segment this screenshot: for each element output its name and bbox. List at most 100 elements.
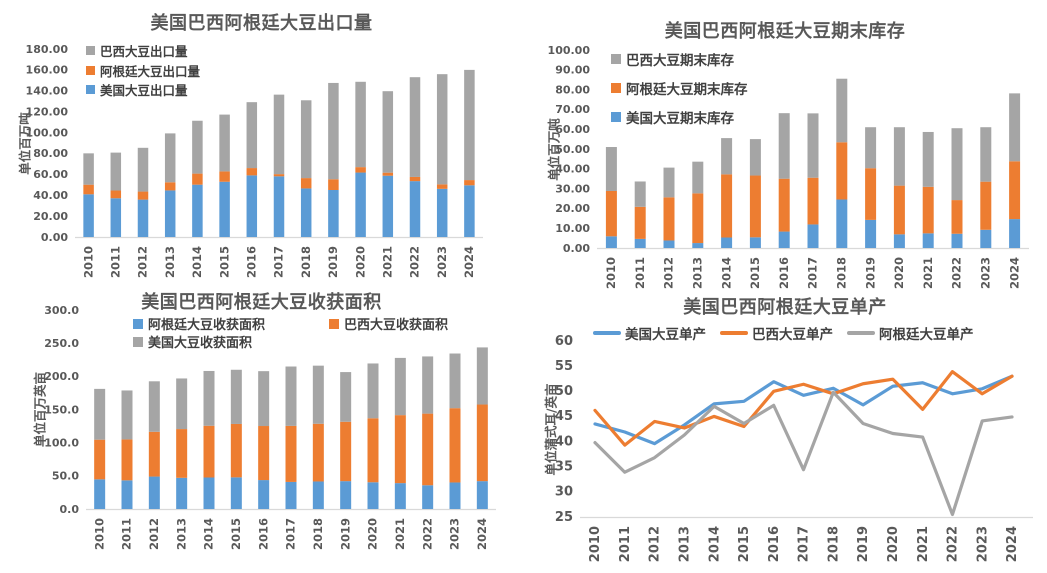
bar-segment-gray	[893, 127, 905, 186]
bar-segment-blue	[865, 219, 877, 248]
bar-segment-gray	[778, 113, 790, 179]
bar-segment-blue	[778, 231, 790, 248]
legend-label: 巴西大豆出口量	[100, 44, 188, 60]
legend-item: 巴西大豆期末库存	[611, 50, 748, 69]
bar-segment-blue	[692, 243, 704, 248]
x-tick-label: 2017	[797, 526, 812, 562]
bar-segment-orange	[922, 186, 934, 234]
x-tick-label: 2017	[272, 246, 286, 278]
bar-segment-gray	[980, 127, 992, 182]
line-series-orange	[593, 370, 1014, 447]
bar-segment-orange	[951, 200, 963, 234]
x-tick-label: 2024	[462, 246, 476, 278]
bar-segment-orange	[436, 184, 448, 189]
legend: 美国大豆单产 巴西大豆单产 阿根廷大豆单产	[593, 324, 974, 343]
bar-segment-blue	[192, 184, 203, 237]
y-tick-label: 30.00	[555, 182, 590, 195]
x-tick-label: 2019	[856, 526, 871, 562]
bar-segment-orange	[449, 408, 461, 483]
bar-segment-orange	[110, 190, 122, 199]
bar-segment-gray	[164, 133, 176, 183]
bar-segment-blue	[340, 481, 352, 509]
bar-segment-gray	[203, 370, 215, 426]
y-tick-label: 160.00	[26, 64, 69, 77]
x-tick-label: 2012	[136, 246, 150, 278]
bar-segment-orange	[865, 168, 877, 220]
chart-title: 美国巴西阿根廷大豆出口量	[150, 13, 373, 34]
y-tick-label: 80.00	[555, 83, 590, 96]
x-tick-label: 2021	[921, 257, 935, 289]
y-tick-label: 25	[555, 510, 573, 525]
bar-segment-blue	[836, 199, 848, 248]
legend-label: 阿根廷大豆期末库存	[626, 82, 748, 98]
x-tick-label: 2021	[380, 246, 394, 278]
bar-segment-blue	[436, 188, 448, 237]
bar-segment-gray	[110, 152, 122, 191]
y-tick-label: 20.00	[555, 202, 590, 215]
y-tick-label: 60.00	[33, 168, 68, 181]
x-tick-label: 2013	[163, 246, 177, 278]
bar-segment-gray	[382, 91, 394, 173]
bar-segment-blue	[980, 229, 992, 248]
bar-segment-orange	[893, 185, 905, 235]
x-tick-label: 2011	[618, 526, 633, 562]
bar-segment-gray	[422, 356, 434, 414]
bar-segment-orange	[192, 173, 203, 185]
bar-segment-gray	[246, 102, 258, 169]
y-tick-label: 300.0	[44, 304, 79, 317]
bar-segment-gray	[663, 167, 675, 198]
bar-segment-orange	[355, 167, 366, 173]
bar-segment-orange	[409, 176, 421, 182]
bar-segment-gray	[148, 381, 160, 432]
chart-title: 美国巴西阿根廷大豆期末库存	[664, 21, 906, 42]
bar-segment-blue	[312, 481, 324, 509]
bar-segment-gray	[605, 147, 617, 191]
bar-segment-blue	[951, 233, 963, 248]
x-tick-label: 2018	[834, 257, 848, 289]
y-tick-label: 40	[555, 434, 573, 449]
bar-segment-gray	[367, 363, 379, 419]
bar-segment-orange	[692, 193, 704, 244]
bar-segment-blue	[367, 482, 379, 509]
bar-segment-gray	[807, 113, 819, 178]
bar-segment-blue	[285, 481, 297, 509]
chart-title: 美国巴西阿根廷大豆单产	[683, 297, 887, 318]
x-tick-label: 2014	[190, 246, 204, 278]
x-tick-label: 2018	[826, 526, 841, 562]
x-tick-label: 2013	[678, 526, 693, 562]
x-tick-label: 2019	[326, 246, 340, 278]
bar-segment-orange	[382, 172, 394, 176]
gray-legend-marker-icon	[86, 46, 95, 56]
bar-segment-gray	[258, 371, 270, 427]
bar-segment-blue	[258, 480, 270, 509]
legend-label: 美国大豆期末库存	[626, 111, 734, 127]
blue-legend-marker-icon	[133, 318, 143, 329]
bar-segment-blue	[807, 224, 819, 248]
bar-segment-blue	[394, 483, 406, 509]
blue-legend-marker-icon	[86, 85, 95, 95]
line-series-blue	[593, 374, 1014, 446]
bar-segment-orange	[164, 182, 176, 191]
bar-segment-blue	[1009, 219, 1021, 248]
x-tick-label: 2024	[475, 518, 489, 550]
x-tick-label: 2023	[975, 526, 990, 562]
bar-segment-orange	[634, 206, 646, 239]
legend-item: 巴西大豆单产	[720, 324, 833, 343]
bar-segment-orange	[300, 178, 312, 189]
orange-legend-marker-icon	[329, 318, 339, 329]
legend: 阿根廷大豆收获面积 巴西大豆收获面积 美国大豆收获面积	[133, 315, 448, 351]
x-tick-label: 2023	[435, 246, 449, 278]
legend-item: 美国大豆单产	[593, 324, 706, 343]
export-volume-chart: 美国巴西阿根廷大豆出口量 单位百万吨 巴西大豆出口量 阿根廷大豆出口量 美国大豆出口…	[0, 0, 523, 286]
x-tick-label: 2020	[353, 246, 367, 278]
bar-segment-orange	[422, 413, 434, 486]
bar-segment-orange	[176, 429, 188, 478]
y-tick-label: 20.00	[33, 210, 68, 223]
bar-segment-orange	[749, 175, 761, 238]
plot-area: 0.00 20.00 40.00 60.00 80.00 100.00 120.00 140.…	[26, 43, 483, 278]
bar-segment-blue	[83, 194, 94, 237]
x-tick-label: 2017	[284, 518, 298, 550]
gray-legend-marker-icon	[611, 54, 621, 64]
bar-segment-blue	[464, 185, 475, 237]
bar-segment-orange	[219, 171, 230, 182]
